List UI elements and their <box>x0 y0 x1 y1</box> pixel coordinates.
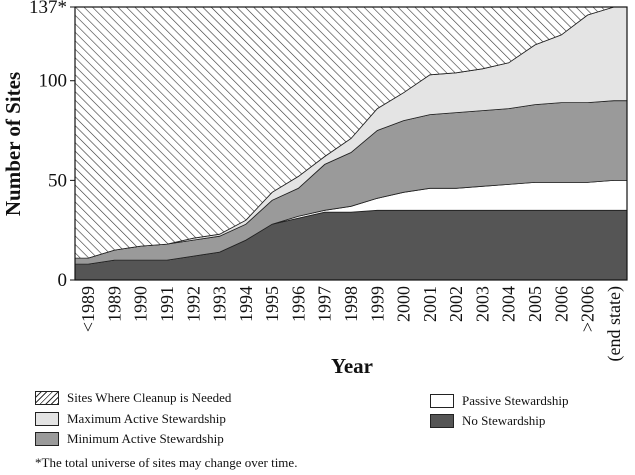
legend-label: Maximum Active Stewardship <box>67 411 226 426</box>
x-axis-label: Year <box>331 354 373 378</box>
legend-label: Minimum Active Stewardship <box>67 431 224 446</box>
stacked-area-chart: 0 50 100 137* <1989 1989 1990 1991 1992 1993 1994… <box>1 0 628 378</box>
hatch-swatch <box>35 391 59 405</box>
plot-frame <box>74 6 628 281</box>
dark-gray-swatch <box>430 414 454 428</box>
x-tick-label: >2006 <box>578 286 598 332</box>
x-tick-label: 2001 <box>420 286 440 322</box>
x-tick-label: 1992 <box>183 286 203 322</box>
x-tick-label: 1998 <box>341 286 361 322</box>
x-tick-label: (end state) <box>604 286 625 361</box>
y-axis-ticks: 0 50 100 137* <box>29 0 75 291</box>
y-tick-label: 0 <box>58 270 68 291</box>
area-layers <box>74 6 628 281</box>
mid-gray-swatch <box>35 432 59 446</box>
x-tick-label: 1991 <box>157 286 177 322</box>
x-tick-label: <1989 <box>78 286 98 332</box>
x-tick-label: 1996 <box>288 286 308 322</box>
x-tick-label: 1994 <box>236 286 256 322</box>
y-axis-label: Number of Sites <box>1 72 25 216</box>
legend-label: No Stewardship <box>462 413 546 428</box>
x-tick-label: 2004 <box>499 286 519 322</box>
x-tick-label: 1997 <box>315 286 335 322</box>
y-tick-label: 137* <box>29 0 67 18</box>
y-tick-label: 100 <box>39 71 68 92</box>
x-tick-label: 1993 <box>210 286 230 322</box>
x-tick-label: 2002 <box>446 286 466 322</box>
x-tick-label: 2000 <box>394 286 414 322</box>
x-tick-label: 1995 <box>262 286 282 322</box>
x-tick-label: 1990 <box>131 286 151 322</box>
x-tick-label: 2006 <box>551 286 571 322</box>
light-gray-swatch <box>35 412 59 426</box>
legend-label: Passive Stewardship <box>462 393 569 408</box>
legend-label: Sites Where Cleanup is Needed <box>67 390 232 405</box>
x-tick-label: 2003 <box>472 286 492 322</box>
y-tick-label: 50 <box>48 170 67 191</box>
x-axis-ticks: <1989 1989 1990 1991 1992 1993 1994 1995 1996 199… <box>78 286 625 361</box>
x-tick-label: 1999 <box>367 286 387 322</box>
footnote: *The total universe of sites may change … <box>35 455 298 470</box>
x-tick-label: 1989 <box>104 286 124 322</box>
x-tick-label: 2005 <box>525 286 545 322</box>
white-swatch <box>430 394 454 408</box>
